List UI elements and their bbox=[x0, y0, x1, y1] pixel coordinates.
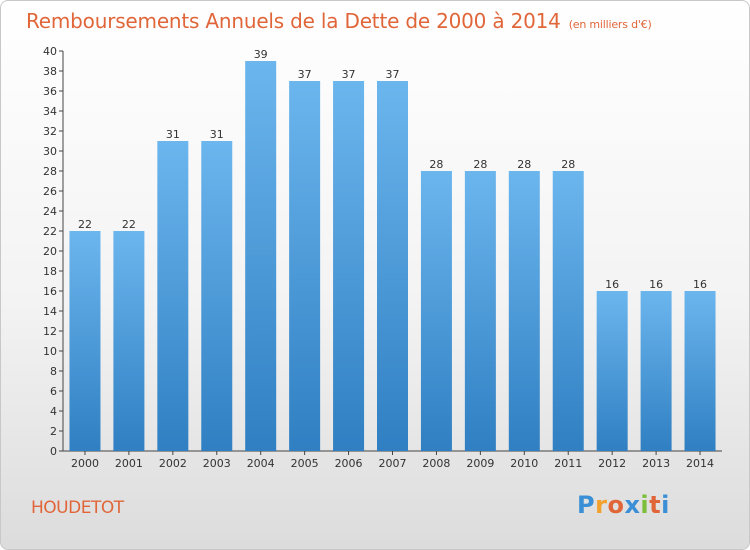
bar-2006 bbox=[333, 81, 365, 451]
y-tick-label: 20 bbox=[43, 245, 57, 258]
logo-letter: i bbox=[661, 491, 670, 519]
bar-2010 bbox=[508, 171, 540, 451]
logo-letter: i bbox=[640, 491, 650, 519]
chart-title: Remboursements Annuels de la Dette de 20… bbox=[26, 9, 652, 33]
y-tick-label: 30 bbox=[43, 145, 57, 158]
bar-2003 bbox=[201, 141, 233, 451]
chart-bars: 22 22 31 31 39 37 37 37 28 28 28 28 16 16 16 bbox=[69, 48, 716, 451]
logo-letter: x bbox=[624, 491, 641, 519]
x-tick-label-2005: 2005 bbox=[291, 457, 319, 470]
bar-2008 bbox=[420, 171, 452, 451]
logo-letter: o bbox=[607, 491, 625, 519]
bar-2007 bbox=[377, 81, 408, 451]
bar-2000 bbox=[69, 231, 101, 451]
x-tick-label-2010: 2010 bbox=[510, 457, 538, 470]
y-tick-label: 36 bbox=[43, 85, 57, 98]
bar-2011 bbox=[552, 171, 584, 451]
data-label-2004: 39 bbox=[254, 48, 268, 61]
data-label-2010: 28 bbox=[517, 158, 531, 171]
y-tick-label: 34 bbox=[43, 105, 57, 118]
bar-2001 bbox=[113, 231, 145, 451]
x-tick-label-2009: 2009 bbox=[466, 457, 494, 470]
x-tick-label-2011: 2011 bbox=[554, 457, 582, 470]
y-tick-label: 24 bbox=[43, 205, 57, 218]
y-tick-label: 6 bbox=[50, 385, 57, 398]
chart-axes: 0246810121416182022242628303234363840200… bbox=[43, 45, 722, 470]
x-tick-label-2002: 2002 bbox=[159, 457, 187, 470]
y-tick-label: 22 bbox=[43, 225, 57, 238]
data-label-2012: 16 bbox=[605, 278, 619, 291]
logo-letter: P bbox=[577, 491, 596, 519]
title-text: Remboursements Annuels de la Dette de 20… bbox=[26, 9, 561, 33]
data-label-2001: 22 bbox=[122, 218, 136, 231]
commune-name: HOUDETOT bbox=[31, 498, 124, 518]
data-label-2007: 37 bbox=[386, 68, 400, 81]
y-tick-label: 38 bbox=[43, 65, 57, 78]
x-tick-label-2006: 2006 bbox=[335, 457, 363, 470]
y-tick-label: 26 bbox=[43, 185, 57, 198]
data-label-2008: 28 bbox=[429, 158, 443, 171]
chart-subtitle: (en milliers d'€) bbox=[568, 18, 652, 31]
x-tick-label-2007: 2007 bbox=[379, 457, 407, 470]
y-tick-label: 4 bbox=[50, 405, 57, 418]
proxiti-logo[interactable]: Proxiti bbox=[577, 491, 670, 519]
bar-2005 bbox=[289, 81, 321, 451]
bar-2014 bbox=[684, 291, 716, 451]
x-tick-label-2001: 2001 bbox=[115, 457, 143, 470]
y-tick-label: 2 bbox=[50, 425, 57, 438]
y-tick-label: 14 bbox=[43, 305, 57, 318]
y-tick-label: 32 bbox=[43, 125, 57, 138]
bar-2013 bbox=[640, 291, 672, 451]
x-tick-label-2013: 2013 bbox=[642, 457, 670, 470]
bar-2004 bbox=[245, 61, 277, 451]
bar-2012 bbox=[596, 291, 628, 451]
x-tick-label-2012: 2012 bbox=[598, 457, 626, 470]
data-label-2005: 37 bbox=[298, 68, 312, 81]
x-tick-label-2014: 2014 bbox=[686, 457, 714, 470]
data-label-2000: 22 bbox=[78, 218, 92, 231]
logo-letter: r bbox=[595, 491, 608, 519]
data-label-2011: 28 bbox=[561, 158, 575, 171]
data-label-2002: 31 bbox=[166, 128, 180, 141]
y-tick-label: 16 bbox=[43, 285, 57, 298]
data-label-2014: 16 bbox=[693, 278, 707, 291]
data-label-2009: 28 bbox=[473, 158, 487, 171]
y-tick-label: 12 bbox=[43, 325, 57, 338]
x-tick-label-2008: 2008 bbox=[422, 457, 450, 470]
data-label-2013: 16 bbox=[649, 278, 663, 291]
x-tick-label-2000: 2000 bbox=[71, 457, 99, 470]
x-tick-label-2004: 2004 bbox=[247, 457, 275, 470]
y-tick-label: 8 bbox=[50, 365, 57, 378]
y-tick-label: 18 bbox=[43, 265, 57, 278]
y-tick-label: 40 bbox=[43, 45, 57, 58]
data-label-2003: 31 bbox=[210, 128, 224, 141]
logo-letter: t bbox=[649, 491, 662, 519]
y-tick-label: 28 bbox=[43, 165, 57, 178]
y-tick-label: 0 bbox=[50, 445, 57, 458]
bar-2009 bbox=[464, 171, 496, 451]
y-tick-label: 10 bbox=[43, 345, 57, 358]
data-label-2006: 37 bbox=[342, 68, 356, 81]
bar-2002 bbox=[157, 141, 189, 451]
x-tick-label-2003: 2003 bbox=[203, 457, 231, 470]
